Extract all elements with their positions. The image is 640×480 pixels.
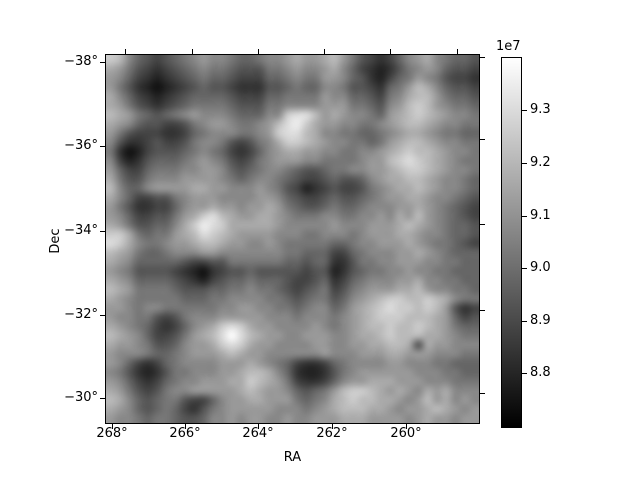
y-tick-label: −30° (64, 390, 98, 405)
colorbar-tick (522, 163, 527, 164)
x-tick-label: 260° (390, 426, 422, 441)
x-axis-label: RA (283, 450, 302, 465)
y-tick (100, 315, 105, 316)
heatmap-image (106, 55, 479, 423)
colorbar-tick-label: 9.3 (530, 102, 551, 117)
colorbar-tick (522, 321, 527, 322)
colorbar-tick-label: 9.2 (530, 155, 551, 170)
y-tick-right (480, 57, 485, 58)
x-tick (332, 424, 333, 429)
colorbar-tick-label: 8.8 (530, 365, 551, 380)
colorbar-tick-label: 9.0 (530, 260, 551, 275)
x-tick-label: 264° (242, 426, 274, 441)
x-tick-top (258, 49, 259, 54)
x-tick-top (390, 49, 391, 54)
colorbar-offset-label: 1e7 (496, 39, 521, 54)
colorbar (501, 57, 522, 428)
y-tick (100, 398, 105, 399)
x-tick-top (457, 49, 458, 54)
y-tick-right (480, 393, 485, 394)
y-tick (100, 146, 105, 147)
y-tick-right (480, 310, 485, 311)
colorbar-tick (522, 268, 527, 269)
y-tick-right (480, 224, 485, 225)
colorbar-tick-label: 9.1 (530, 208, 551, 223)
y-tick-label: −34° (64, 223, 98, 238)
x-tick-top (192, 49, 193, 54)
x-tick-label: 268° (96, 426, 128, 441)
x-tick-top (324, 49, 325, 54)
colorbar-tick (522, 216, 527, 217)
colorbar-tick (522, 373, 527, 374)
x-tick-label: 262° (316, 426, 348, 441)
x-tick (185, 424, 186, 429)
x-tick (406, 424, 407, 429)
colorbar-tick-label: 8.9 (530, 313, 551, 328)
y-tick-label: −36° (64, 138, 98, 153)
y-tick-label: −38° (64, 54, 98, 69)
x-tick-top (125, 49, 126, 54)
x-tick (112, 424, 113, 429)
x-tick (258, 424, 259, 429)
y-tick-right (480, 139, 485, 140)
y-tick (100, 231, 105, 232)
colorbar-tick (522, 110, 527, 111)
x-tick-label: 266° (169, 426, 201, 441)
y-tick (100, 62, 105, 63)
y-tick-label: −32° (64, 307, 98, 322)
